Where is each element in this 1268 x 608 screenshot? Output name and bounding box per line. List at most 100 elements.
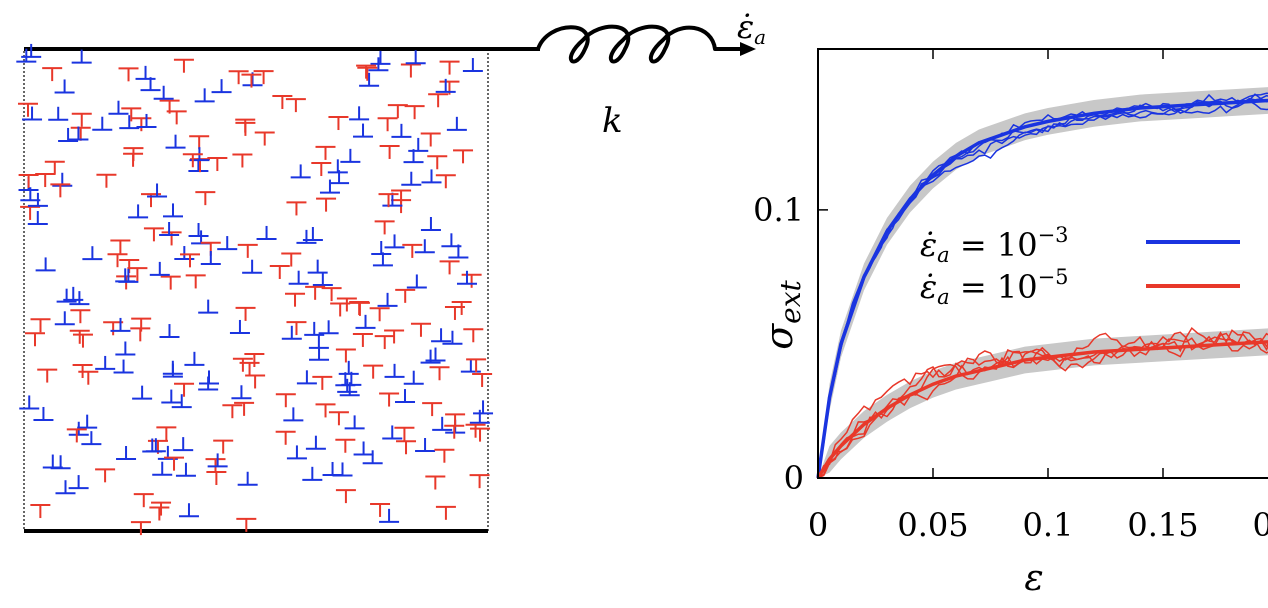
- dislocation-negative: [374, 220, 395, 235]
- dislocation-negative: [435, 505, 456, 520]
- dislocation-negative: [96, 173, 117, 188]
- dislocation-negative: [315, 145, 336, 160]
- dislocation-positive: [211, 79, 232, 94]
- dislocation-positive: [159, 324, 180, 339]
- dislocation-negative: [316, 197, 337, 212]
- dislocation-positive: [135, 65, 156, 80]
- dislocation-positive: [359, 72, 380, 87]
- dislocation-positive: [50, 455, 71, 470]
- dislocation-negative: [336, 297, 357, 312]
- dislocation-positive: [55, 480, 76, 495]
- dislocation-negative: [44, 160, 65, 175]
- dislocation-positive: [175, 462, 196, 477]
- mean-curve: [816, 98, 1268, 479]
- dislocation-positive: [403, 370, 424, 385]
- dislocation-negative: [311, 162, 332, 177]
- dislocation-positive: [473, 400, 494, 415]
- dislocation-positive: [460, 358, 481, 373]
- dislocation-negative: [133, 493, 154, 508]
- legend-entry-fast: ε̇a = 10−3: [920, 223, 1069, 267]
- dislocation-negative: [312, 375, 333, 390]
- spring-constant-label: k: [602, 101, 623, 141]
- dislocation-negative: [444, 424, 465, 439]
- dislocation-negative: [435, 174, 456, 189]
- dislocation-negative: [461, 273, 482, 288]
- dislocation-negative: [374, 335, 395, 350]
- dislocation-negative: [143, 227, 164, 242]
- dislocation-negative: [369, 307, 390, 322]
- dislocation-negative: [207, 157, 228, 172]
- dislocation-positive: [355, 314, 376, 329]
- dislocation-negative: [69, 329, 90, 344]
- dislocation-positive: [382, 425, 403, 440]
- dislocation-positive: [290, 164, 311, 179]
- dislocation-positive: [20, 187, 41, 202]
- dislocation-positive: [142, 438, 163, 453]
- arrow-head-icon: [740, 42, 756, 56]
- dislocation-negative: [236, 517, 257, 532]
- dislocation-negative: [472, 372, 493, 387]
- dislocation-positive: [371, 241, 392, 256]
- dislocation-positive: [319, 179, 340, 194]
- dislocation-positive: [421, 169, 442, 184]
- dislocation-positive: [69, 291, 90, 306]
- dislocation-negative: [402, 243, 423, 258]
- dislocation-positive: [68, 475, 89, 490]
- dislocation-negative: [396, 440, 417, 455]
- dislocation-positive: [147, 183, 168, 198]
- dislocation-negative: [400, 63, 421, 78]
- dislocation-positive: [194, 88, 215, 103]
- dislocation-positive: [432, 416, 453, 431]
- dislocation-positive: [35, 257, 56, 272]
- dislocation-positive: [425, 347, 446, 362]
- dislocation-negative: [439, 260, 460, 275]
- dislocation-positive: [19, 395, 40, 410]
- dislocation-negative: [439, 60, 460, 75]
- dislocation-negative: [206, 471, 227, 486]
- dislocation-negative: [453, 149, 474, 164]
- dislocation-negative: [30, 504, 51, 519]
- dislocation-negative: [444, 305, 465, 320]
- dislocation-positive: [200, 251, 221, 266]
- dislocation-positive: [349, 106, 370, 121]
- strain-rate-label: ε̇a: [737, 8, 766, 49]
- dislocation-positive: [408, 137, 429, 152]
- dislocation-negative: [253, 70, 274, 85]
- dislocation-negative: [275, 393, 296, 408]
- dislocation-negative: [244, 352, 265, 367]
- dislocation-negative: [281, 252, 302, 267]
- dislocation-positive: [415, 437, 436, 452]
- dislocation-positive: [159, 222, 180, 237]
- dislocation-negative: [335, 438, 356, 453]
- dislocation-negative: [241, 73, 262, 88]
- dislocation-positive: [68, 126, 89, 141]
- dislocation-negative: [237, 243, 258, 258]
- dislocation-positive: [54, 79, 75, 94]
- dislocation-positive: [456, 270, 477, 285]
- dislocation-negative: [356, 64, 377, 79]
- dislocation-positive: [401, 171, 422, 186]
- dislocation-positive: [113, 359, 134, 374]
- dislocation-negative: [182, 153, 203, 168]
- dislocation-positive: [153, 85, 174, 100]
- dislocation-positive: [217, 236, 238, 251]
- dislocation-negative: [20, 205, 41, 220]
- dislocation-schematic: ε̇a k: [16, 8, 766, 536]
- dislocation-negative: [50, 183, 71, 198]
- dislocation-negative: [228, 70, 249, 85]
- dislocation-negative: [30, 318, 51, 333]
- dislocation-negative: [235, 121, 256, 136]
- dislocation-positive: [372, 252, 393, 267]
- dislocation-positive: [340, 148, 361, 163]
- dislocation-positive: [353, 123, 374, 138]
- dislocation-negative: [465, 423, 486, 438]
- dislocation-positive: [237, 471, 258, 486]
- mean-curve: [816, 340, 1268, 479]
- dislocation-negative: [425, 475, 446, 490]
- dislocation-positive: [161, 389, 182, 404]
- dislocation-negative: [131, 117, 152, 132]
- dislocation-negative: [378, 193, 399, 208]
- dislocation-positive: [307, 259, 328, 274]
- dislocation-positive: [174, 246, 195, 261]
